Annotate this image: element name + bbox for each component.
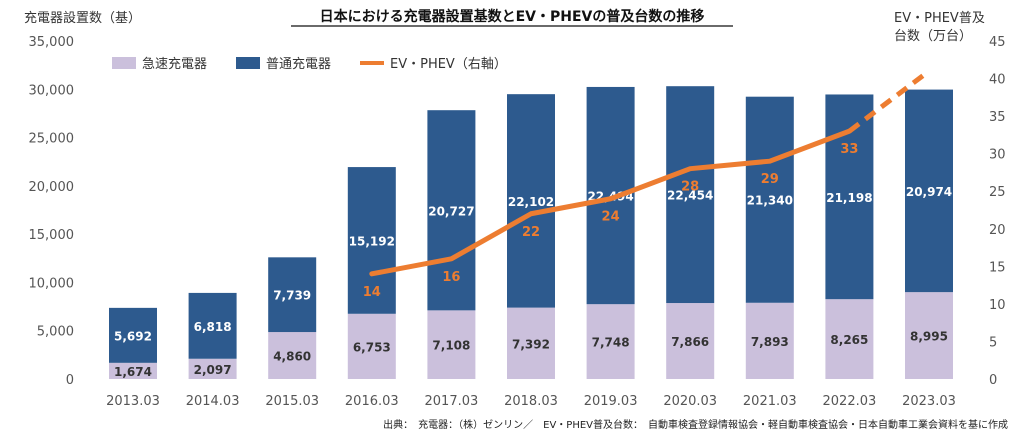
x-tick-label: 2020.03 bbox=[663, 394, 717, 409]
bar-label-quick-charger: 7,392 bbox=[512, 337, 550, 351]
x-tick-label: 2015.03 bbox=[265, 394, 319, 409]
left-tick-label: 25,000 bbox=[29, 132, 75, 147]
bar-label-quick-charger: 2,097 bbox=[194, 363, 232, 377]
ev-phev-data-label: 28 bbox=[681, 180, 699, 195]
x-tick-label: 2014.03 bbox=[186, 394, 240, 409]
left-tick-label: 10,000 bbox=[29, 276, 75, 291]
right-tick-label: 0 bbox=[989, 373, 997, 388]
bar-quick-charger bbox=[427, 310, 476, 379]
bar-label-normal-charger: 22,454 bbox=[667, 189, 713, 203]
ev-phev-line-solid bbox=[369, 128, 852, 277]
right-axis-title-line2: 台数（万台） bbox=[894, 29, 972, 44]
x-tick-label: 2017.03 bbox=[425, 394, 479, 409]
bar-label-quick-charger: 8,265 bbox=[830, 333, 868, 347]
bar-label-quick-charger: 1,674 bbox=[114, 365, 152, 379]
bar-label-normal-charger: 6,818 bbox=[194, 320, 232, 334]
bar-normal-charger bbox=[188, 292, 237, 359]
bar-normal-charger bbox=[507, 94, 555, 308]
left-tick-label: 30,000 bbox=[29, 83, 75, 98]
left-tick-label: 15,000 bbox=[29, 228, 75, 243]
ev-phev-data-label: 14 bbox=[363, 285, 381, 300]
bar-normal-charger bbox=[666, 86, 715, 304]
bar-label-normal-charger: 21,198 bbox=[826, 191, 872, 205]
x-tick-label: 2016.03 bbox=[345, 394, 399, 409]
x-tick-label: 2023.03 bbox=[902, 394, 956, 409]
bar-label-normal-charger: 20,727 bbox=[428, 204, 474, 218]
right-tick-label: 5 bbox=[989, 335, 997, 350]
left-tick-label: 20,000 bbox=[29, 180, 75, 195]
legend-label-normal-charger: 普通充電器 bbox=[266, 56, 331, 72]
legend-swatch-quick-charger bbox=[112, 57, 136, 69]
bar-label-normal-charger: 15,192 bbox=[349, 234, 395, 248]
bar-label-quick-charger: 7,866 bbox=[671, 335, 709, 349]
bar-quick-charger bbox=[905, 292, 953, 379]
bar-quick-charger bbox=[268, 332, 317, 379]
bar-label-normal-charger: 21,340 bbox=[747, 194, 793, 208]
ev-phev-line-forecast bbox=[847, 69, 931, 134]
bar-normal-charger bbox=[268, 257, 317, 333]
x-tick-label: 2022.03 bbox=[823, 394, 877, 409]
bar-normal-charger bbox=[427, 110, 476, 311]
bar-quick-charger bbox=[188, 358, 237, 379]
ev-phev-data-label: 24 bbox=[602, 210, 620, 225]
bar-quick-charger bbox=[666, 303, 715, 379]
bar-label-quick-charger: 7,748 bbox=[592, 336, 630, 350]
bar-label-quick-charger: 7,893 bbox=[751, 335, 789, 349]
bar-label-quick-charger: 6,753 bbox=[353, 340, 391, 354]
x-tick-label: 2019.03 bbox=[584, 394, 638, 409]
right-tick-label: 25 bbox=[989, 185, 1006, 200]
chart-title: 日本における充電器設置基数とEV・PHEVの普及台数の推移 bbox=[320, 8, 705, 25]
bar-label-normal-charger: 5,692 bbox=[114, 329, 152, 343]
bar-quick-charger bbox=[347, 313, 396, 379]
ev-phev-data-label: 22 bbox=[522, 225, 540, 240]
right-tick-label: 35 bbox=[989, 110, 1006, 125]
right-tick-label: 45 bbox=[989, 35, 1006, 50]
source-note: 出典： 充電器：（株）ゼンリン／ EV・PHEV普及台数： 自動車検査登録情報協… bbox=[383, 418, 1008, 431]
x-tick-label: 2021.03 bbox=[743, 394, 797, 409]
right-tick-label: 10 bbox=[989, 298, 1006, 313]
bar-label-normal-charger: 22,102 bbox=[508, 195, 554, 209]
left-tick-label: 35,000 bbox=[29, 35, 75, 50]
bar-label-quick-charger: 4,860 bbox=[273, 350, 311, 364]
bar-label-quick-charger: 8,995 bbox=[910, 330, 948, 344]
legend: 急速充電器 普通充電器 EV・PHEV（右軸） bbox=[112, 56, 507, 72]
bar-label-normal-charger: 7,739 bbox=[273, 289, 311, 303]
bar-normal-charger bbox=[745, 96, 794, 303]
x-tick-label: 2013.03 bbox=[106, 394, 160, 409]
bar-normal-charger bbox=[347, 167, 396, 314]
bar-quick-charger bbox=[507, 307, 555, 379]
left-tick-label: 5,000 bbox=[37, 325, 74, 340]
right-tick-label: 15 bbox=[989, 260, 1006, 275]
legend-label-ev-phev: EV・PHEV（右軸） bbox=[390, 57, 507, 72]
ev-phev-data-label: 29 bbox=[761, 172, 779, 187]
legend-label-quick-charger: 急速充電器 bbox=[142, 56, 207, 72]
bar-quick-charger bbox=[109, 362, 157, 379]
bar-label-quick-charger: 7,108 bbox=[432, 339, 470, 353]
bar-quick-charger bbox=[586, 304, 635, 379]
left-tick-label: 0 bbox=[66, 373, 74, 388]
right-axis-title-line1: EV・PHEV普及 bbox=[894, 11, 985, 26]
right-tick-label: 40 bbox=[989, 73, 1006, 88]
legend-swatch-normal-charger bbox=[236, 57, 260, 69]
bar-quick-charger bbox=[745, 302, 794, 379]
bar-quick-charger bbox=[825, 299, 874, 379]
ev-phev-data-label: 16 bbox=[442, 270, 460, 285]
bar-label-normal-charger: 20,974 bbox=[906, 185, 952, 199]
x-tick-label: 2018.03 bbox=[504, 394, 558, 409]
ev-phev-data-label: 33 bbox=[840, 142, 858, 157]
bar-normal-charger bbox=[109, 307, 157, 363]
left-axis-title: 充電器設置数（基） bbox=[24, 10, 141, 26]
bar-normal-charger bbox=[905, 89, 953, 293]
right-tick-label: 30 bbox=[989, 148, 1006, 163]
bar-normal-charger bbox=[586, 86, 635, 305]
right-tick-label: 20 bbox=[989, 223, 1006, 238]
